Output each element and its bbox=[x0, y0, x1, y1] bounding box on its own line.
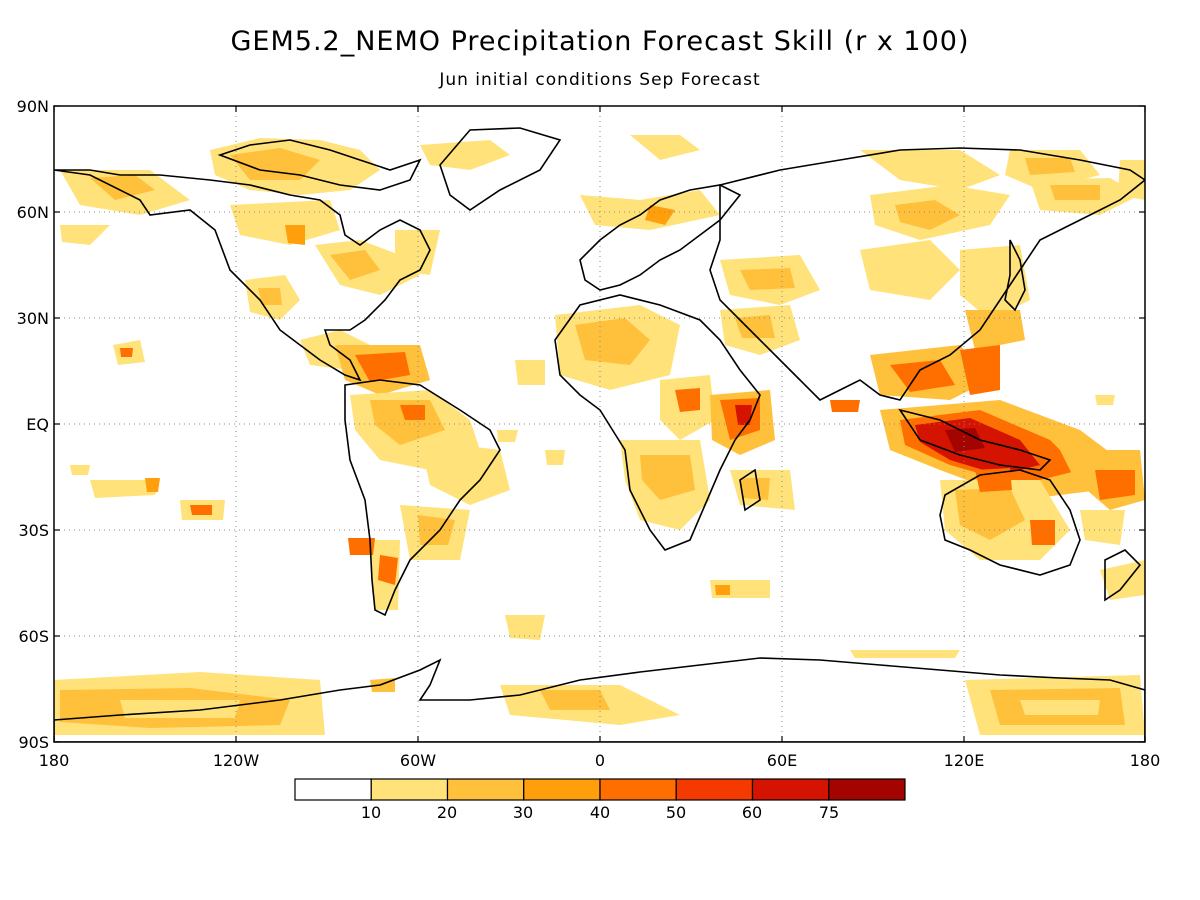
coast-new-zealand bbox=[1104, 549, 1142, 602]
map-title: GEM5.2_NEMO Precipitation Forecast Skill… bbox=[230, 26, 970, 57]
colorbar-label: 10 bbox=[361, 803, 381, 822]
lat-label: 90N bbox=[17, 97, 49, 116]
lon-labels: 180 120W 60W 0 60E 120E 180 bbox=[39, 751, 1161, 770]
colorbar-label: 20 bbox=[437, 803, 457, 822]
colorbar-label: 75 bbox=[819, 803, 839, 822]
lat-labels: 90N 60N 30N EQ 30S 60S 90S bbox=[17, 97, 49, 752]
colorbar-swatch bbox=[751, 778, 830, 801]
skill-region-antarctic bbox=[54, 650, 1145, 735]
skill-region-africa bbox=[515, 255, 820, 598]
lon-label: 120W bbox=[213, 751, 260, 770]
lat-label: EQ bbox=[26, 415, 49, 434]
coast-north-america bbox=[54, 169, 431, 382]
skill-region-americas bbox=[70, 240, 545, 640]
colorbar-swatch bbox=[828, 778, 906, 801]
skill-region-asia bbox=[830, 240, 1145, 600]
lon-label: 60W bbox=[400, 751, 436, 770]
skill-field bbox=[54, 135, 1145, 735]
coast-south-america bbox=[344, 379, 501, 617]
colorbar-swatch bbox=[446, 778, 525, 801]
colorbar-swatch bbox=[370, 778, 449, 801]
coast-indonesia bbox=[898, 408, 1052, 471]
lat-label: 30S bbox=[18, 521, 49, 540]
colorbar: 10 20 30 40 50 60 75 bbox=[294, 778, 906, 822]
lat-ticks bbox=[54, 105, 1145, 743]
colorbar-label: 50 bbox=[666, 803, 686, 822]
lon-label: 180 bbox=[1130, 751, 1161, 770]
colorbar-swatch bbox=[599, 778, 677, 801]
lon-label: 0 bbox=[595, 751, 605, 770]
coast-greenland bbox=[439, 127, 562, 211]
lon-label: 120E bbox=[944, 751, 985, 770]
lon-label: 180 bbox=[39, 751, 70, 770]
map-subtitle: Jun initial conditions Sep Forecast bbox=[439, 70, 761, 90]
coast-africa bbox=[554, 294, 761, 551]
colorbar-label: 60 bbox=[742, 803, 762, 822]
coast-japan bbox=[1004, 239, 1026, 312]
coastlines bbox=[54, 127, 1145, 742]
lon-label: 60E bbox=[767, 751, 797, 770]
lat-label: 60S bbox=[18, 627, 49, 646]
colorbar-swatch bbox=[523, 778, 601, 801]
coast-madagascar bbox=[739, 468, 761, 512]
gridlines bbox=[54, 106, 1145, 742]
lat-label: 60N bbox=[17, 203, 49, 222]
coast-australia bbox=[939, 469, 1081, 576]
coast-arctic-islands bbox=[217, 139, 422, 191]
lat-label: 30N bbox=[17, 309, 49, 328]
coast-asia bbox=[709, 147, 1145, 401]
lat-label: 90S bbox=[18, 733, 49, 752]
colorbar-label: 30 bbox=[513, 803, 533, 822]
lon-ticks bbox=[53, 106, 1146, 742]
colorbar-swatch bbox=[294, 778, 372, 801]
colorbar-swatch bbox=[675, 778, 754, 801]
colorbar-label: 40 bbox=[590, 803, 610, 822]
coast-antarctica bbox=[54, 657, 1145, 742]
